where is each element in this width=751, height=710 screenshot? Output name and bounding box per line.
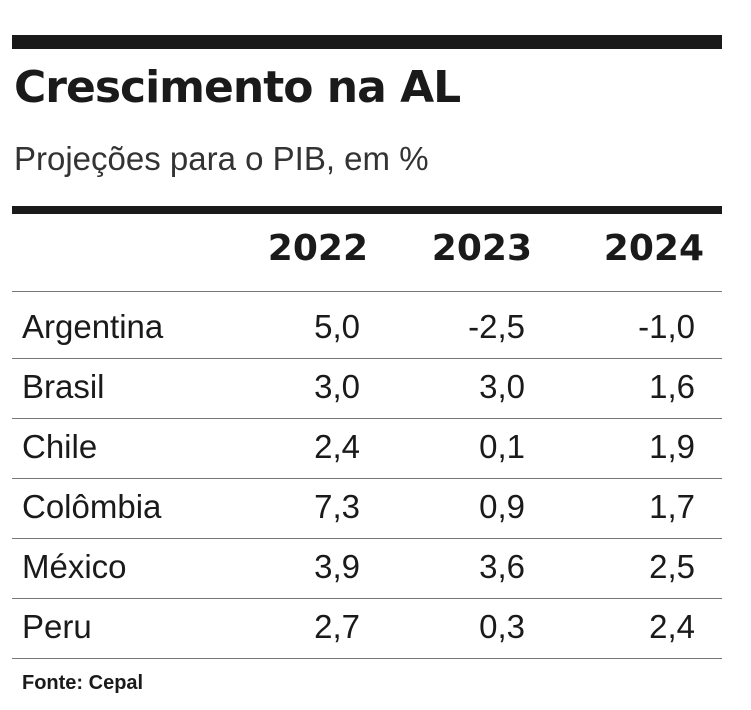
- title: Crescimento na AL: [14, 62, 461, 113]
- column-header: 2022: [267, 228, 368, 269]
- column-header: 2024: [603, 228, 704, 269]
- cell-value: 3,0: [314, 368, 360, 405]
- subtitle: Projeções para o PIB, em %: [14, 140, 429, 177]
- cell-value: 5,0: [314, 308, 360, 345]
- cell-value: 3,9: [314, 548, 360, 585]
- row-label: Argentina: [22, 308, 164, 345]
- cell-value: 2,5: [649, 548, 695, 585]
- cell-value: 0,1: [479, 428, 525, 465]
- cell-value: 0,3: [479, 608, 525, 645]
- source: Fonte: Cepal: [22, 672, 144, 694]
- row-label: Peru: [22, 608, 92, 645]
- row-rule: [12, 478, 722, 479]
- cell-value: 3,0: [479, 368, 525, 405]
- top-bar: [12, 35, 722, 49]
- header-bar: [12, 206, 722, 214]
- cell-value: -2,5: [468, 308, 525, 345]
- row-rule: [12, 418, 722, 419]
- column-header: 2023: [431, 228, 532, 269]
- cell-value: 0,9: [479, 488, 525, 525]
- cell-value: 1,9: [649, 428, 695, 465]
- cell-value: 2,4: [649, 608, 695, 645]
- header-rule: [12, 291, 722, 292]
- cell-value: 3,6: [479, 548, 525, 585]
- cell-value: -1,0: [638, 308, 695, 345]
- cell-value: 1,6: [649, 368, 695, 405]
- cell-value: 7,3: [314, 488, 360, 525]
- cell-value: 1,7: [649, 488, 695, 525]
- cell-value: 2,7: [314, 608, 360, 645]
- row-label: México: [22, 548, 127, 585]
- row-label: Colômbia: [22, 488, 162, 525]
- row-label: Chile: [22, 428, 98, 465]
- row-rule: [12, 658, 722, 659]
- row-rule: [12, 358, 722, 359]
- row-rule: [12, 598, 722, 599]
- row-rule: [12, 538, 722, 539]
- row-label: Brasil: [22, 368, 105, 405]
- cell-value: 2,4: [314, 428, 360, 465]
